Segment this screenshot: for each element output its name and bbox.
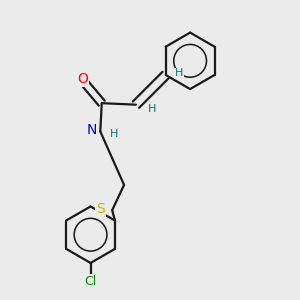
Text: Cl: Cl	[84, 275, 97, 288]
Text: H: H	[148, 104, 157, 114]
Text: O: O	[77, 71, 88, 85]
Text: H: H	[110, 129, 118, 140]
Text: N: N	[86, 123, 97, 137]
Text: H: H	[175, 68, 183, 79]
Text: S: S	[96, 202, 105, 216]
